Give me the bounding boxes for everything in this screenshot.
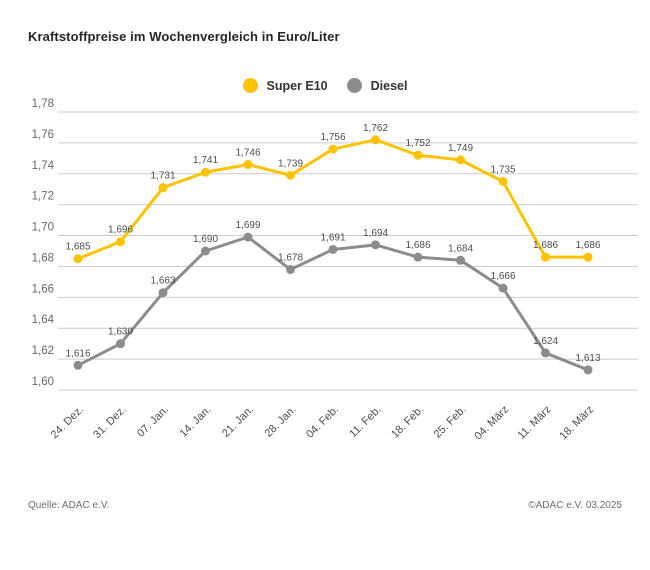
- value-label-super-e10: 1,696: [108, 225, 133, 236]
- value-label-diesel: 1,630: [108, 327, 133, 338]
- y-tick-label: 1,68: [32, 252, 54, 264]
- x-tick-label: 18. März: [557, 404, 596, 443]
- data-point-diesel: [498, 283, 508, 293]
- data-point-diesel: [413, 252, 423, 262]
- value-label-diesel: 1,684: [448, 243, 473, 254]
- value-label-super-e10: 1,756: [320, 132, 345, 143]
- data-point-diesel: [541, 348, 550, 358]
- x-tick-label: 04. Feb.: [304, 404, 341, 441]
- legend-item-super-e10: Super E10: [242, 78, 328, 93]
- x-tick-label: 07. Jan.: [135, 404, 171, 440]
- data-point-super-e10: [583, 252, 593, 262]
- data-point-diesel: [201, 246, 210, 256]
- value-label-super-e10: 1,762: [363, 123, 388, 134]
- data-point-diesel: [371, 240, 380, 250]
- copyright-label: ©ADAC e.V. 03.2025: [528, 500, 622, 511]
- data-point-super-e10: [328, 144, 338, 154]
- value-label-super-e10: 1,685: [65, 242, 90, 253]
- fuel-price-line-chart: 1,60 1,62 1,64 1,66 1,68 1,70 1,72 1,74 1,76 1,78…: [32, 98, 638, 443]
- data-point-diesel: [158, 288, 168, 298]
- y-tick-label: 1,78: [32, 98, 54, 110]
- y-tick-label: 1,76: [32, 129, 54, 141]
- data-point-diesel: [243, 232, 253, 242]
- y-tick-label: 1,66: [32, 283, 54, 295]
- x-tick-label: 11. März: [515, 404, 553, 442]
- data-point-super-e10: [371, 135, 380, 145]
- value-label-diesel: 1,624: [533, 336, 558, 347]
- data-point-diesel: [286, 265, 295, 275]
- value-label-diesel: 1,690: [193, 234, 218, 245]
- legend-item-diesel: Diesel: [346, 78, 408, 93]
- value-label-diesel: 1,678: [278, 253, 303, 264]
- legend-label-super-e10: Super E10: [266, 78, 328, 93]
- value-label-diesel: 1,694: [363, 228, 388, 239]
- y-tick-label: 1,74: [32, 160, 55, 172]
- x-tick-label: 11. Feb.: [347, 404, 383, 440]
- value-label-super-e10: 1,735: [490, 165, 515, 176]
- value-label-diesel: 1,691: [320, 232, 345, 243]
- value-label-super-e10: 1,686: [533, 240, 558, 251]
- x-tick-label: 04. März: [472, 404, 511, 443]
- value-label-super-e10: 1,686: [575, 240, 600, 251]
- data-point-super-e10: [413, 150, 423, 160]
- value-label-diesel: 1,613: [575, 353, 600, 364]
- value-label-diesel: 1,616: [65, 348, 90, 359]
- y-tick-label: 1,60: [32, 376, 54, 388]
- value-label-diesel: 1,666: [490, 271, 515, 282]
- y-tick-label: 1,64: [32, 314, 55, 326]
- data-point-diesel: [583, 365, 593, 375]
- value-label-super-e10: 1,739: [278, 158, 303, 169]
- value-label-super-e10: 1,752: [405, 138, 430, 149]
- data-point-super-e10: [498, 177, 508, 186]
- data-point-super-e10: [201, 167, 210, 177]
- data-point-super-e10: [541, 252, 550, 262]
- value-label-diesel: 1,699: [235, 220, 260, 231]
- data-point-super-e10: [243, 160, 253, 170]
- data-point-diesel: [328, 244, 338, 254]
- data-point-super-e10: [286, 170, 295, 180]
- y-tick-label: 1,70: [32, 222, 54, 234]
- x-tick-label: 24. Dez.: [49, 404, 86, 441]
- x-tick-label: 28. Jan.: [262, 404, 298, 440]
- value-label-super-e10: 1,731: [150, 171, 175, 182]
- y-tick-label: 1,72: [32, 191, 54, 203]
- data-point-super-e10: [73, 254, 83, 264]
- value-label-super-e10: 1,749: [448, 143, 473, 154]
- x-tick-label: 18. Feb.: [389, 404, 426, 441]
- series-line-diesel: [76, 235, 590, 372]
- chart-legend: Super E10 Diesel: [0, 78, 650, 93]
- data-point-super-e10: [116, 237, 125, 247]
- data-point-diesel: [456, 255, 465, 265]
- x-tick-label: 31. Dez.: [91, 404, 128, 441]
- value-label-super-e10: 1,741: [193, 155, 218, 166]
- value-label-diesel: 1,663: [150, 276, 175, 287]
- data-point-super-e10: [158, 183, 168, 193]
- data-point-diesel: [116, 339, 125, 349]
- value-label-diesel: 1,686: [405, 240, 430, 251]
- legend-dot-diesel-icon: [346, 78, 362, 93]
- x-tick-label: 14. Jan.: [177, 404, 213, 440]
- y-tick-label: 1,62: [32, 345, 54, 357]
- value-label-super-e10: 1,746: [235, 148, 260, 159]
- data-point-super-e10: [456, 155, 465, 165]
- legend-dot-super-e10-icon: [242, 78, 258, 93]
- page-title: Kraftstoffpreise im Wochenvergleich in E…: [28, 29, 340, 44]
- data-point-diesel: [73, 360, 83, 370]
- x-tick-label: 25. Feb.: [432, 404, 469, 441]
- legend-label-diesel: Diesel: [370, 78, 408, 93]
- x-tick-label: 21. Jan.: [220, 404, 256, 440]
- source-label: Quelle: ADAC e.V.: [28, 500, 110, 511]
